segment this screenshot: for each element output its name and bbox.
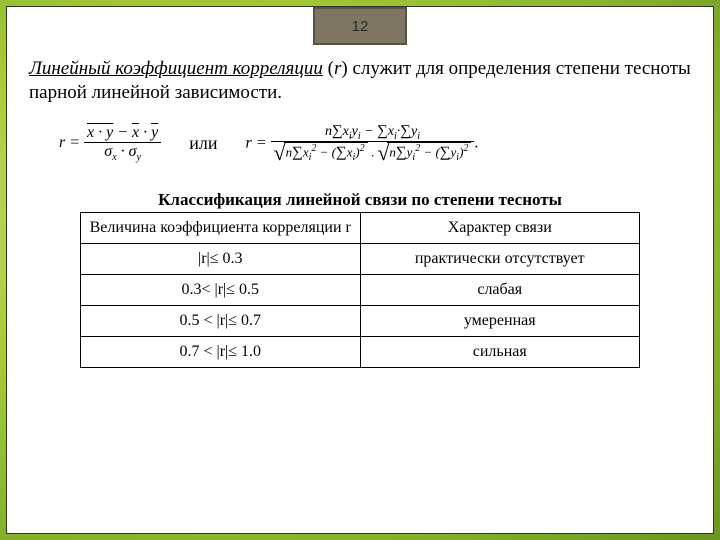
table-row: |r|≤ 0.3 практически отсутствует	[81, 244, 640, 275]
table-header-left: Величина коэффициента корреляции r	[81, 213, 361, 244]
formula-left: r = x · y − x · y σx · σy	[59, 124, 161, 163]
page-number-badge: 12	[313, 7, 407, 45]
formulas-row: r = x · y − x · y σx · σy или r = n∑xiyi…	[59, 123, 691, 165]
intro-paragraph: Линейный коэффициент корреляции (r) служ…	[29, 57, 691, 105]
table-cell-left: 0.5 < |r|≤ 0.7	[81, 306, 361, 337]
slide-frame: 12 Линейный коэффициент корреляции (r) с…	[6, 6, 714, 534]
slide-content: Линейный коэффициент корреляции (r) служ…	[7, 7, 713, 378]
table-cell-left: |r|≤ 0.3	[81, 244, 361, 275]
intro-paren-open: (	[323, 58, 334, 79]
intro-term: Линейный коэффициент корреляции	[29, 58, 323, 79]
table-cell-right: слабая	[360, 275, 640, 306]
table-row: 0.3< |r|≤ 0.5 слабая	[81, 275, 640, 306]
table-caption: Классификация линейной связи по степени …	[29, 190, 691, 210]
table-row: 0.7 < |r|≤ 1.0 сильная	[81, 337, 640, 368]
table-cell-right: практически отсутствует	[360, 244, 640, 275]
table-header-right: Характер связи	[360, 213, 640, 244]
table-header-row: Величина коэффициента корреляции r Харак…	[81, 213, 640, 244]
intro-paren-close: )	[341, 58, 352, 79]
formula-right: r = n∑xiyi − ∑xi·∑yi √n∑xi2 − (∑xi)2 · √…	[246, 123, 479, 165]
table-cell-right: умеренная	[360, 306, 640, 337]
table-cell-left: 0.7 < |r|≤ 1.0	[81, 337, 361, 368]
table-cell-right: сильная	[360, 337, 640, 368]
or-word: или	[189, 133, 217, 154]
table-cell-left: 0.3< |r|≤ 0.5	[81, 275, 361, 306]
classification-table: Величина коэффициента корреляции r Харак…	[80, 212, 640, 368]
table-row: 0.5 < |r|≤ 0.7 умеренная	[81, 306, 640, 337]
page-number: 12	[352, 18, 369, 35]
